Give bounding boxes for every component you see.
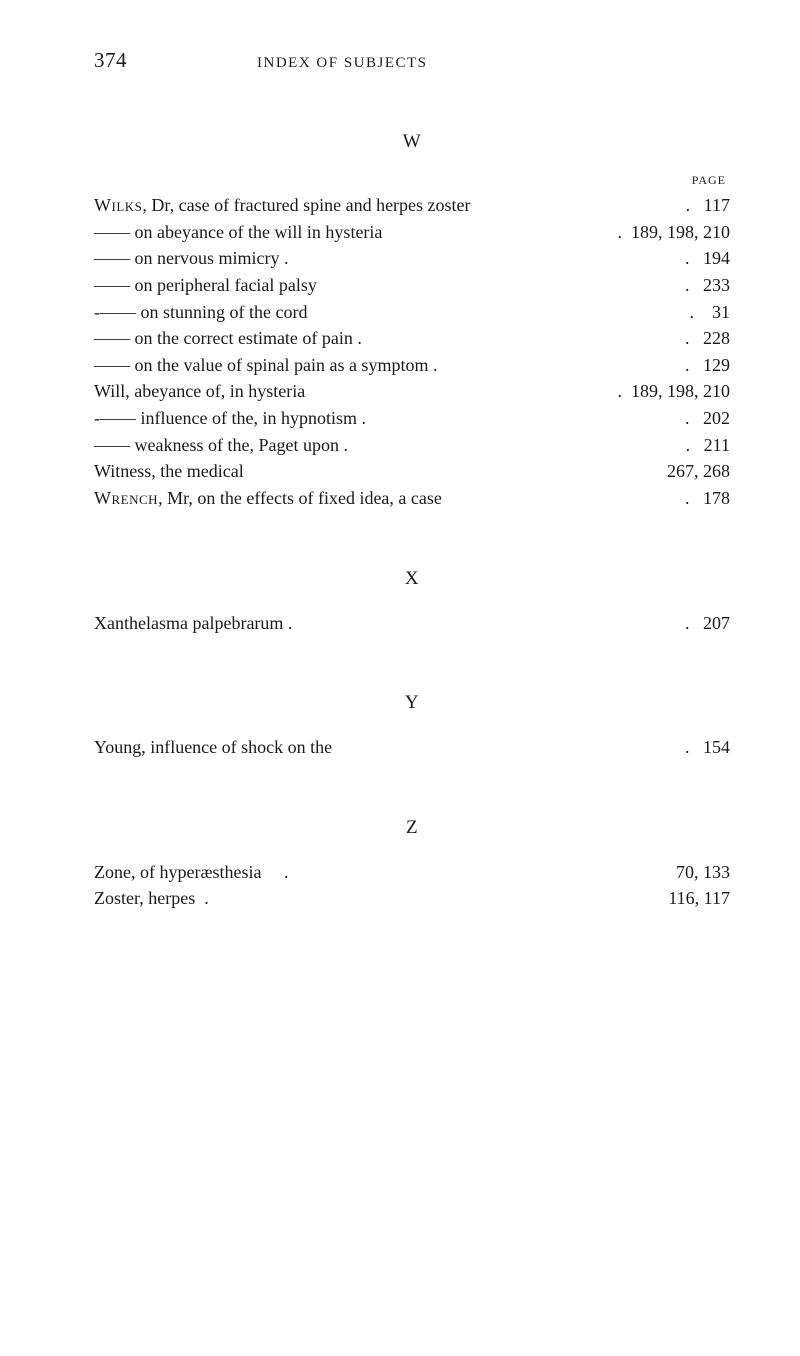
index-entry: Xanthelasma palpebrarum .. 207: [94, 610, 730, 637]
section-letter: Y: [94, 692, 730, 714]
entry-pages: . 154: [675, 734, 730, 761]
entry-pages: . 31: [680, 299, 731, 326]
index-entry: -—— on stunning of the cord. 31: [94, 299, 730, 326]
index-entry: —— on nervous mimicry .. 194: [94, 245, 730, 272]
entry-pages: 116, 117: [658, 885, 730, 912]
entry-pages: . 228: [675, 325, 730, 352]
index-entry: Wilks, Dr, case of fractured spine and h…: [94, 192, 730, 219]
entry-pages: 267, 268: [657, 458, 730, 485]
index-entry: Zoster, herpes .116, 117: [94, 885, 730, 912]
entry-pages: 70, 133: [666, 859, 730, 886]
entry-text: Xanthelasma palpebrarum .: [94, 610, 675, 637]
entry-pages: . 189, 198, 210: [608, 378, 731, 405]
entry-text: Zone, of hyperæsthesia .: [94, 859, 666, 886]
entry-text: Witness, the medical: [94, 458, 657, 485]
index-section: ZZone, of hyperæsthesia .70, 133Zoster, …: [94, 817, 730, 912]
index-entry: Zone, of hyperæsthesia .70, 133: [94, 859, 730, 886]
entry-pages: . 117: [676, 192, 730, 219]
entry-pages: . 178: [675, 485, 730, 512]
entry-text: —— on the correct estimate of pain .: [94, 325, 675, 352]
page-label: PAGE: [94, 173, 730, 188]
index-entry: —— on the value of spinal pain as a symp…: [94, 352, 730, 379]
entry-pages: . 233: [675, 272, 730, 299]
entry-pages: . 211: [676, 432, 730, 459]
header-title: INDEX OF SUBJECTS: [257, 55, 428, 72]
page-header: 374 INDEX OF SUBJECTS: [94, 48, 730, 73]
entry-text: —— on nervous mimicry .: [94, 245, 675, 272]
entry-text: -—— influence of the, in hypnotism .: [94, 405, 675, 432]
index-entry: —— weakness of the, Paget upon .. 211: [94, 432, 730, 459]
section-letter: X: [94, 568, 730, 590]
index-section: Y Young, influence of shock on the. 154: [94, 692, 730, 761]
entry-text: -—— on stunning of the cord: [94, 299, 680, 326]
index-entry: Young, influence of shock on the. 154: [94, 734, 730, 761]
section-letter: W: [94, 131, 730, 153]
entry-text: —— on abeyance of the will in hysteria: [94, 219, 608, 246]
index-entry: Witness, the medical267, 268: [94, 458, 730, 485]
index-entry: —— on abeyance of the will in hysteria. …: [94, 219, 730, 246]
index-sections: W PAGE Wilks, Dr, case of fractured spine …: [94, 131, 730, 912]
index-entry: Will, abeyance of, in hysteria. 189, 198…: [94, 378, 730, 405]
index-section: X Xanthelasma palpebrarum .. 207: [94, 568, 730, 637]
section-letter: Z: [94, 817, 730, 839]
index-entry: —— on the correct estimate of pain .. 22…: [94, 325, 730, 352]
entry-text: —— weakness of the, Paget upon .: [94, 432, 676, 459]
entry-pages: . 207: [675, 610, 730, 637]
page-number: 374: [94, 48, 127, 73]
entry-text: Wilks, Dr, case of fractured spine and h…: [94, 192, 676, 219]
entry-text: Young, influence of shock on the: [94, 734, 675, 761]
entry-pages: . 202: [675, 405, 730, 432]
index-entry: —— on peripheral facial palsy. 233: [94, 272, 730, 299]
entry-text: Zoster, herpes .: [94, 885, 658, 912]
entry-pages: . 194: [675, 245, 730, 272]
entry-text: Will, abeyance of, in hysteria: [94, 378, 608, 405]
entry-text: —— on the value of spinal pain as a symp…: [94, 352, 675, 379]
index-entry: Wrench, Mr, on the effects of fixed idea…: [94, 485, 730, 512]
entry-pages: . 189, 198, 210: [608, 219, 731, 246]
index-section: W PAGE Wilks, Dr, case of fractured spine …: [94, 131, 730, 512]
index-entry: -—— influence of the, in hypnotism .. 20…: [94, 405, 730, 432]
entry-pages: . 129: [675, 352, 730, 379]
entry-text: Wrench, Mr, on the effects of fixed idea…: [94, 485, 675, 512]
entry-text: —— on peripheral facial palsy: [94, 272, 675, 299]
